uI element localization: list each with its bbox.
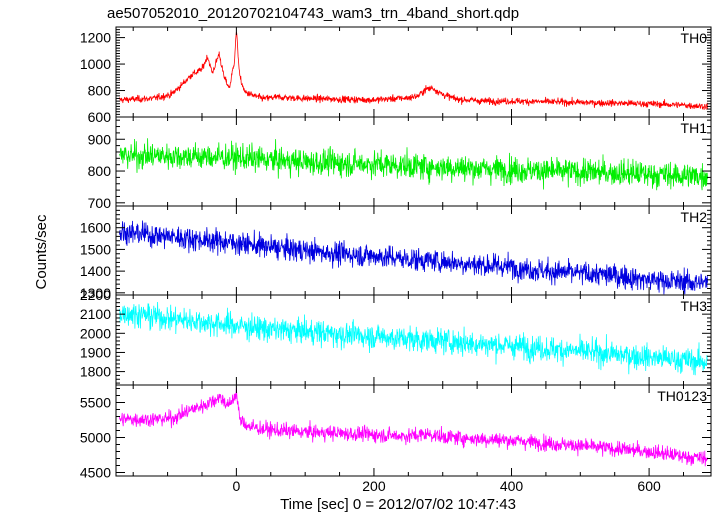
y-tick-label: 800 <box>88 163 112 179</box>
x-tick-label: 400 <box>500 478 524 494</box>
series-line-th3 <box>119 301 708 376</box>
y-tick-label: 2200 <box>80 287 111 303</box>
x-tick-label: 0 <box>232 478 240 494</box>
x-tick-labels: 0 200 400 600 <box>232 478 661 494</box>
y-tick-label: 2100 <box>80 306 111 322</box>
y-tick-label: 1200 <box>80 30 111 46</box>
series-line-th0123 <box>119 387 708 467</box>
y-tick-label: 1300 <box>80 285 111 301</box>
y-tick-label: 600 <box>88 109 112 125</box>
panel-label: TH0 <box>681 30 708 46</box>
y-tick-label: 4500 <box>80 465 111 481</box>
y-tick-label: 2000 <box>80 325 111 341</box>
y-tick-label: 1500 <box>80 241 111 257</box>
y-tick-label: 5500 <box>80 395 111 411</box>
y-axis-label: Counts/sec <box>33 214 50 290</box>
panel-label: TH3 <box>681 298 708 314</box>
chart-title: ae507052010_20120702104743_wam3_trn_4ban… <box>107 5 519 22</box>
series-line-th0 <box>119 31 708 111</box>
y-tick-label: 1000 <box>80 56 111 72</box>
panel-th0123: TH0123 4500 5000 5500 <box>80 384 712 481</box>
y-tick-label: 5000 <box>80 430 111 446</box>
panel-th2: TH2 1300 1400 1500 1600 <box>80 205 712 301</box>
y-tick-label: 1400 <box>80 263 111 279</box>
panel-label: TH0123 <box>657 388 707 404</box>
panel-label: TH1 <box>681 120 708 136</box>
x-axis-label: Time [sec] 0 = 2012/07/02 10:47:43 <box>280 496 516 513</box>
x-tick-label: 200 <box>362 478 386 494</box>
x-tick-label: 600 <box>637 478 661 494</box>
y-tick-label: 1900 <box>80 344 111 360</box>
panel-frame <box>115 384 712 477</box>
panel-frame <box>115 26 712 118</box>
series-line-th2 <box>119 220 708 296</box>
y-tick-label: 1800 <box>80 364 111 380</box>
panel-th0: TH0 600 800 1000 1200 <box>80 26 712 125</box>
panels-group: TH0 600 800 1000 1200 TH1 700 800 900 TH2 1300 1400… <box>80 26 712 481</box>
panel-th1: TH1 700 800 900 <box>88 116 712 211</box>
y-tick-label: 700 <box>88 195 112 211</box>
panel-th3: TH3 1800 1900 2000 2100 2200 <box>80 287 712 386</box>
series-line-th1 <box>119 138 708 191</box>
y-tick-label: 1600 <box>80 220 111 236</box>
y-tick-label: 900 <box>88 131 112 147</box>
y-tick-label: 800 <box>88 83 112 99</box>
panel-label: TH2 <box>681 209 708 225</box>
